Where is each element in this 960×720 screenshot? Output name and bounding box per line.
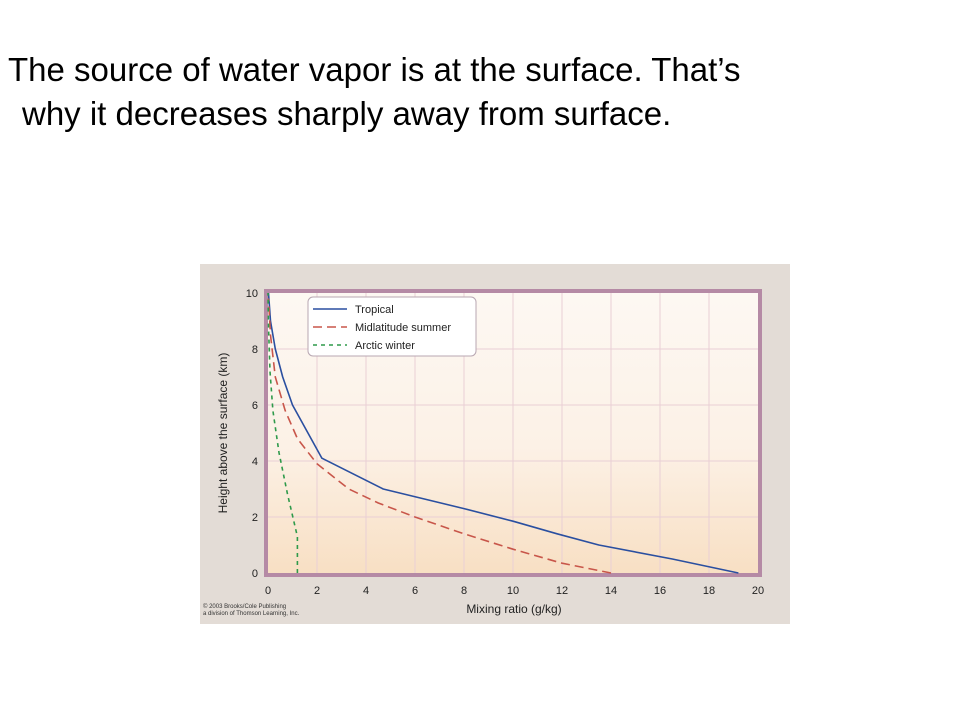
legend-label: Tropical: [355, 304, 394, 316]
y-tick-label: 6: [252, 400, 258, 412]
x-tick-label: 4: [363, 585, 369, 597]
x-tick-label: 6: [412, 585, 418, 597]
x-tick-label: 8: [461, 585, 467, 597]
x-tick-label: 10: [507, 585, 519, 597]
x-tick-label: 14: [605, 585, 617, 597]
chart-figure: 0 2 4 6 8 10 12 14 16 18 20 0 2 4 6 8 10 Tropical Midlat…: [200, 264, 790, 624]
y-tick-label: 0: [252, 568, 258, 580]
y-tick-label: 10: [246, 288, 258, 300]
series-line-arctic-winter: [267, 292, 299, 573]
series-line-midlatitude-summer: [267, 298, 612, 574]
credit-line-1: © 2003 Brooks/Cole Publishing: [203, 604, 287, 610]
y-tick-label: 4: [252, 456, 258, 468]
x-tick-label: 2: [314, 585, 320, 597]
y-tick-label: 8: [252, 344, 258, 356]
slide-title: The source of water vapor is at the surf…: [8, 48, 956, 136]
legend-label: Midlatitude summer: [355, 322, 451, 334]
x-tick-label: 0: [265, 585, 271, 597]
legend-box: [307, 296, 477, 357]
slide-title-line-1: The source of water vapor is at the surf…: [8, 51, 741, 88]
figure-credit: © 2003 Brooks/Cole Publishing a division…: [203, 604, 299, 618]
x-axis-label: Mixing ratio (g/kg): [466, 602, 561, 616]
x-tick-label: 20: [752, 585, 764, 597]
y-axis-label: Height above the surface (km): [216, 353, 230, 514]
x-tick-label: 18: [703, 585, 715, 597]
y-tick-label: 2: [252, 512, 258, 524]
series-line-tropical: [267, 292, 739, 574]
slide-title-line-2: why it decreases sharply away from surfa…: [22, 95, 672, 132]
legend-label: Arctic winter: [355, 340, 415, 352]
credit-line-2: a division of Thomson Learning, Inc.: [203, 611, 300, 617]
mixing-ratio-chart: 0 2 4 6 8 10 12 14 16 18 20 0 2 4 6 8 10 Tropical Midlat…: [216, 288, 764, 616]
x-tick-label: 12: [556, 585, 568, 597]
x-tick-label: 16: [654, 585, 666, 597]
